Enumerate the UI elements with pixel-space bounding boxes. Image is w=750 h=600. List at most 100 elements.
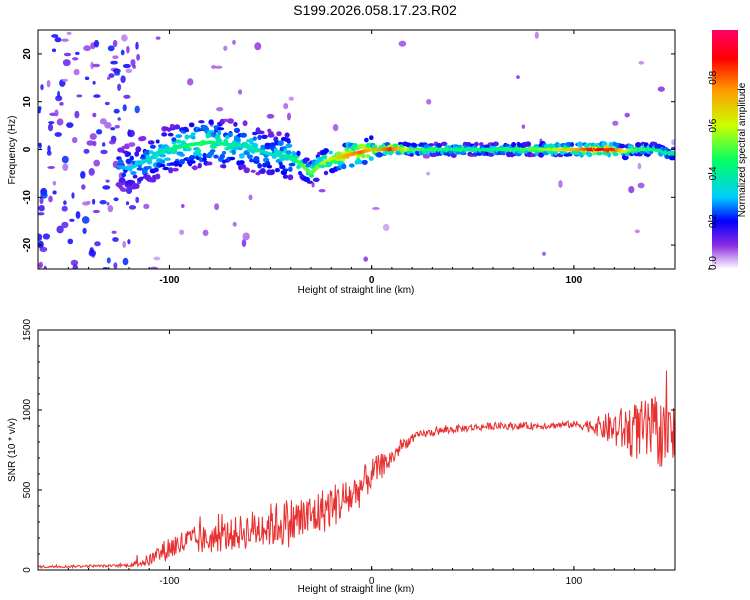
- spectrogram-cell: [375, 152, 383, 158]
- spectrogram-cell: [274, 167, 280, 173]
- spectrogram-cell: [264, 142, 271, 147]
- spectrogram-cell: [127, 129, 131, 137]
- spectrogram-cell: [56, 118, 64, 126]
- spectrogram-cell: [39, 197, 44, 205]
- spectrogram-cell: [43, 265, 47, 269]
- spectrogram-cell: [197, 162, 202, 169]
- spectrogram-cell: [63, 200, 67, 205]
- spectrogram-cell: [114, 124, 120, 129]
- spectrogram-cell: [284, 132, 290, 138]
- spectrogram-cell: [175, 134, 182, 139]
- spectrogram-cell: [238, 153, 245, 159]
- spectrogram-x-label: Height of straight line (km): [298, 285, 415, 296]
- spectrogram-cell: [288, 96, 294, 101]
- spectrogram-cell: [125, 158, 132, 164]
- spectrogram-cell: [318, 158, 324, 162]
- y-tick-label: 10: [22, 96, 33, 108]
- spectrogram-cell: [231, 149, 236, 156]
- y-tick-label: 500: [22, 481, 33, 498]
- spectrogram-cell: [596, 151, 603, 156]
- spectrogram-cell: [511, 141, 517, 148]
- spectrogram-cell: [277, 140, 284, 146]
- spectrogram-cell: [341, 163, 347, 170]
- spectrogram-cell: [161, 132, 168, 137]
- spectrogram-cell: [586, 152, 593, 158]
- spectrogram-cell: [306, 180, 313, 184]
- spectrogram-cell: [238, 160, 245, 165]
- spectrogram-cell: [211, 145, 217, 149]
- spectrogram-cell: [363, 256, 369, 262]
- spectrogram-cell: [168, 169, 173, 174]
- spectrogram-cell: [607, 152, 612, 158]
- spectrogram-cell: [174, 160, 180, 167]
- spectrogram-cell: [118, 158, 123, 165]
- spectrogram-cell: [521, 124, 526, 129]
- y-tick-label: 20: [22, 48, 33, 60]
- spectrogram-cell: [208, 119, 214, 125]
- spectrogram-cell: [88, 168, 95, 176]
- spectrogram-cell: [671, 139, 675, 146]
- spectrogram-cell: [39, 246, 48, 253]
- spectrogram-cell: [119, 177, 126, 183]
- spectrogram-cell: [504, 143, 510, 147]
- spectrogram-cell: [155, 139, 160, 144]
- spectrogram-cell: [88, 249, 97, 257]
- spectrogram-cell: [93, 39, 100, 48]
- spectrogram-cell: [81, 216, 90, 224]
- spectrogram-cell: [474, 141, 479, 147]
- spectrogram-cell: [569, 142, 575, 147]
- spectrogram-cells: [38, 31, 675, 269]
- spectrogram-cell: [538, 152, 545, 158]
- spectrogram-cell: [134, 105, 140, 114]
- spectrogram-cell: [40, 84, 44, 91]
- spectrogram-cell: [246, 154, 253, 159]
- colorbar-label: Normalized spectral amplitude: [737, 82, 748, 217]
- colorbar: 0.0 0.2 0.4 0.6 0.8 Normalized spectral ampl…: [708, 30, 748, 270]
- spectrogram-cell: [232, 39, 236, 45]
- snr-x-ticks: -100 0 100: [67, 330, 676, 587]
- spectrogram-cell: [164, 157, 171, 161]
- spectrogram-cell: [197, 152, 202, 158]
- spectrogram-cell: [113, 108, 120, 114]
- spectrogram-cell: [83, 148, 90, 154]
- spectrogram-cell: [61, 38, 69, 42]
- spectrogram-cell: [47, 166, 56, 169]
- spectrogram-cell: [206, 161, 213, 166]
- spectrogram-cell: [303, 157, 310, 162]
- spectrogram-cell: [364, 137, 369, 143]
- spectrogram-cell: [436, 142, 442, 149]
- spectrogram-cell: [638, 61, 645, 65]
- spectrogram-cell: [260, 168, 266, 174]
- spectrogram-cell: [155, 173, 161, 180]
- spectrogram-cell: [286, 150, 292, 155]
- spectrogram-cell: [612, 120, 619, 126]
- spectrogram-cell: [90, 61, 94, 70]
- spectrogram-cell: [167, 132, 174, 137]
- spectrogram-cell: [55, 95, 63, 102]
- spectrogram-cell: [153, 256, 161, 261]
- spectrogram-cell: [107, 45, 115, 52]
- y-tick-label: 0: [22, 567, 33, 573]
- spectrogram-cell: [125, 201, 130, 206]
- spectrogram-cell: [534, 31, 539, 39]
- spectrogram-cell: [242, 141, 248, 146]
- spectrogram-cell: [542, 251, 546, 256]
- spectrogram-cell: [215, 138, 223, 143]
- spectrogram-cell: [349, 163, 355, 168]
- spectrogram-cell: [42, 233, 51, 240]
- spectrogram-cell: [202, 157, 207, 162]
- spectrogram-cell: [130, 171, 137, 175]
- spectrogram-cell: [83, 45, 91, 52]
- spectrogram-cell: [287, 174, 294, 181]
- spectrogram-cell: [92, 198, 96, 205]
- spectrogram-cell: [135, 41, 139, 50]
- spectrogram-cell: [224, 146, 231, 151]
- spectrogram-y-ticks: -20 -10 0 10 20: [22, 48, 675, 252]
- spectrogram-cell: [412, 143, 418, 148]
- spectrogram-cell: [283, 103, 289, 110]
- spectrogram-cell: [361, 153, 366, 159]
- spectrogram-cell: [126, 151, 131, 157]
- snr-y-ticks: 0 500 1000 1500: [22, 318, 675, 573]
- spectrogram-cell: [38, 212, 45, 216]
